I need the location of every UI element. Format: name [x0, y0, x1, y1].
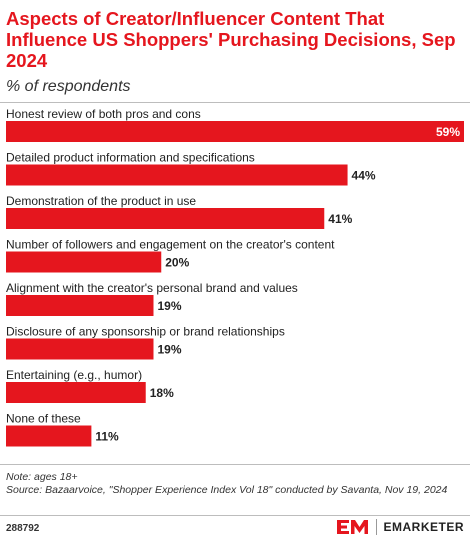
emarketer-logo: EMARKETER — [336, 518, 464, 536]
category-label: Alignment with the creator's personal br… — [6, 281, 298, 295]
value-label: 18% — [150, 386, 174, 400]
value-label: 11% — [95, 430, 119, 444]
bar-chart: Honest review of both pros and cons 59% De… — [6, 107, 464, 447]
chart-title: Aspects of Creator/Influencer Content Th… — [6, 8, 456, 71]
chart-notes: Note: ages 18+ Source: Bazaarvoice, "Sho… — [6, 471, 466, 497]
category-label: Disclosure of any sponsorship or brand r… — [6, 325, 285, 339]
value-label: 19% — [157, 343, 181, 357]
em-logo-icon — [337, 520, 369, 534]
value-label: 19% — [157, 299, 181, 313]
bar — [6, 208, 325, 229]
bar — [6, 121, 464, 142]
category-label: Demonstration of the product in use — [6, 194, 196, 208]
bar — [6, 251, 162, 273]
footer-divider — [0, 515, 470, 516]
note-text: Note: ages 18+ — [6, 471, 78, 483]
bar — [6, 164, 348, 186]
category-label: Number of followers and engagement on th… — [6, 238, 335, 252]
value-label: 59% — [436, 125, 460, 139]
chart-subtitle: % of respondents — [6, 78, 131, 95]
bar — [6, 295, 154, 316]
value-label: 41% — [328, 212, 352, 226]
brand-name: EMARKETER — [383, 520, 464, 534]
chart-id: 288792 — [6, 523, 40, 534]
bar — [6, 425, 92, 447]
bar — [6, 338, 154, 360]
category-label: Entertaining (e.g., humor) — [6, 368, 142, 382]
top-divider — [0, 102, 470, 103]
value-label: 20% — [165, 256, 189, 270]
logo-divider — [376, 519, 378, 535]
value-label: 44% — [352, 169, 376, 183]
notes-divider — [0, 464, 470, 465]
source-text: Source: Bazaarvoice, "Shopper Experience… — [6, 484, 448, 496]
category-label: None of these — [6, 412, 81, 426]
category-label: Detailed product information and specifi… — [6, 151, 255, 165]
category-label: Honest review of both pros and cons — [6, 107, 201, 121]
bar — [6, 382, 146, 403]
